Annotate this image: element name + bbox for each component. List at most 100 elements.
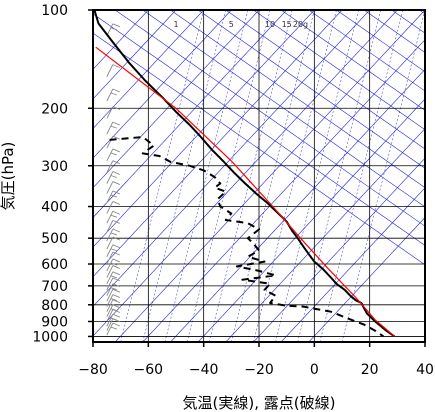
wind-barb <box>106 283 121 296</box>
isotherm-line <box>93 10 343 278</box>
adiabat-line <box>170 10 425 188</box>
wind-barb-flag <box>110 326 117 330</box>
mixing-ratio-line <box>341 10 425 342</box>
wind-barb-shaft <box>106 277 114 291</box>
y-tick-label: 1000 <box>32 329 68 345</box>
x-tick-label: 20 <box>361 362 379 378</box>
wind-barb-flag <box>110 232 117 236</box>
profile-series <box>93 10 396 338</box>
wind-barb-flag <box>112 322 121 327</box>
wind-barb-flag <box>112 271 121 276</box>
isotherm-line <box>93 10 260 189</box>
isotherm-line <box>93 10 398 337</box>
diagram-background-lines <box>93 10 425 342</box>
wind-barb-flag <box>110 125 117 129</box>
wind-barb-flag <box>110 248 117 252</box>
wind-barb-flag <box>112 219 121 224</box>
wind-barb <box>106 322 121 336</box>
wind-barb-shaft <box>106 160 114 173</box>
mixing-ratio-line <box>186 10 271 342</box>
wind-barb-flag <box>112 64 121 69</box>
wind-barb <box>106 288 121 302</box>
wind-barb <box>106 265 121 278</box>
wind-barb-flag <box>112 228 121 233</box>
wind-barb <box>106 299 121 312</box>
wind-barb-shaft <box>106 64 114 77</box>
wind-barb-shaft <box>106 211 114 224</box>
wind-barb-flag <box>112 88 121 93</box>
mixing-ratio-labels: 1 5 10 15 20g <box>173 20 308 29</box>
wind-barb-flag <box>112 171 121 175</box>
mixing-ratio-line <box>319 10 404 342</box>
y-tick-label: 100 <box>41 3 68 19</box>
mixing-ratio-line <box>231 10 315 342</box>
isotherm-line <box>308 217 425 342</box>
wind-barb-shaft <box>106 121 114 135</box>
isotherm-line <box>170 68 425 342</box>
wind-barb-shaft <box>106 304 114 317</box>
wind-barb <box>106 304 121 317</box>
x-tick-label: −40 <box>189 362 219 378</box>
wind-barb-flag <box>112 181 121 185</box>
adiabat-line <box>391 10 425 34</box>
wind-barb-flag <box>110 262 117 266</box>
wind-barb-shaft <box>106 251 114 265</box>
wind-barb-shaft <box>106 309 114 322</box>
x-axis-label: 気温(実線), 露点(破線) <box>183 394 336 412</box>
wind-barb-shaft <box>106 244 114 257</box>
wind-barb-flag <box>110 298 117 301</box>
wind-barb-flag <box>112 288 121 293</box>
wind-barb <box>106 190 121 204</box>
adiabat-line <box>308 10 425 92</box>
wind-barb-flag <box>112 160 121 165</box>
wind-barb-shaft <box>106 299 114 312</box>
isotherm-line <box>93 10 177 100</box>
mixing-ratio-line <box>253 10 337 342</box>
wind-barb-shaft <box>106 289 114 302</box>
wind-barb-shaft <box>106 88 114 102</box>
wind-barb <box>106 210 121 224</box>
x-tick-label: 0 <box>310 362 319 378</box>
wind-barb-flag <box>112 313 121 318</box>
wind-barb-shaft <box>106 135 114 149</box>
adiabat-line <box>253 10 425 131</box>
x-tick-label: −20 <box>244 362 274 378</box>
wind-barb <box>106 294 121 307</box>
wind-barb-shaft <box>106 228 114 242</box>
y-tick-label: 700 <box>41 279 68 295</box>
wind-barb <box>106 219 121 233</box>
wind-barb-flag <box>112 106 121 110</box>
wind-barb-shaft <box>106 201 114 214</box>
wind-barb-flag <box>112 318 121 323</box>
wind-barb-flag <box>110 27 117 31</box>
wind-barb <box>106 88 121 102</box>
wind-barb <box>106 160 121 173</box>
wind-barb-shaft <box>106 318 114 331</box>
isotherm-line <box>93 10 232 159</box>
wind-barb <box>106 201 121 214</box>
wind-barb-flag <box>110 175 117 178</box>
x-tick-label: −80 <box>78 362 108 378</box>
y-tick-label: 400 <box>41 200 68 216</box>
mixing-ratio-label: 1 <box>173 20 178 29</box>
wind-barb <box>106 121 121 135</box>
isotherm-line <box>114 10 425 342</box>
wind-barb-flag <box>112 210 121 215</box>
wind-barb-shaft <box>106 313 114 327</box>
wind-barb-flag <box>110 92 117 96</box>
isotherm-line <box>93 10 287 218</box>
wind-barb <box>106 64 121 77</box>
wind-barb <box>106 236 121 250</box>
wind-barbs <box>106 23 121 336</box>
wind-barb-shaft <box>106 190 114 204</box>
wind-barb-flag <box>110 275 117 279</box>
adiabat-line <box>280 10 425 111</box>
wind-barb-flag <box>112 121 121 126</box>
mixing-ratio-line <box>208 10 293 342</box>
wind-barb-shaft <box>106 220 114 233</box>
mixing-ratio-label: 20g <box>293 20 308 29</box>
wind-barb <box>106 271 121 285</box>
mixing-ratio-line <box>120 10 204 342</box>
mixing-ratio-label: 15 <box>282 20 292 29</box>
